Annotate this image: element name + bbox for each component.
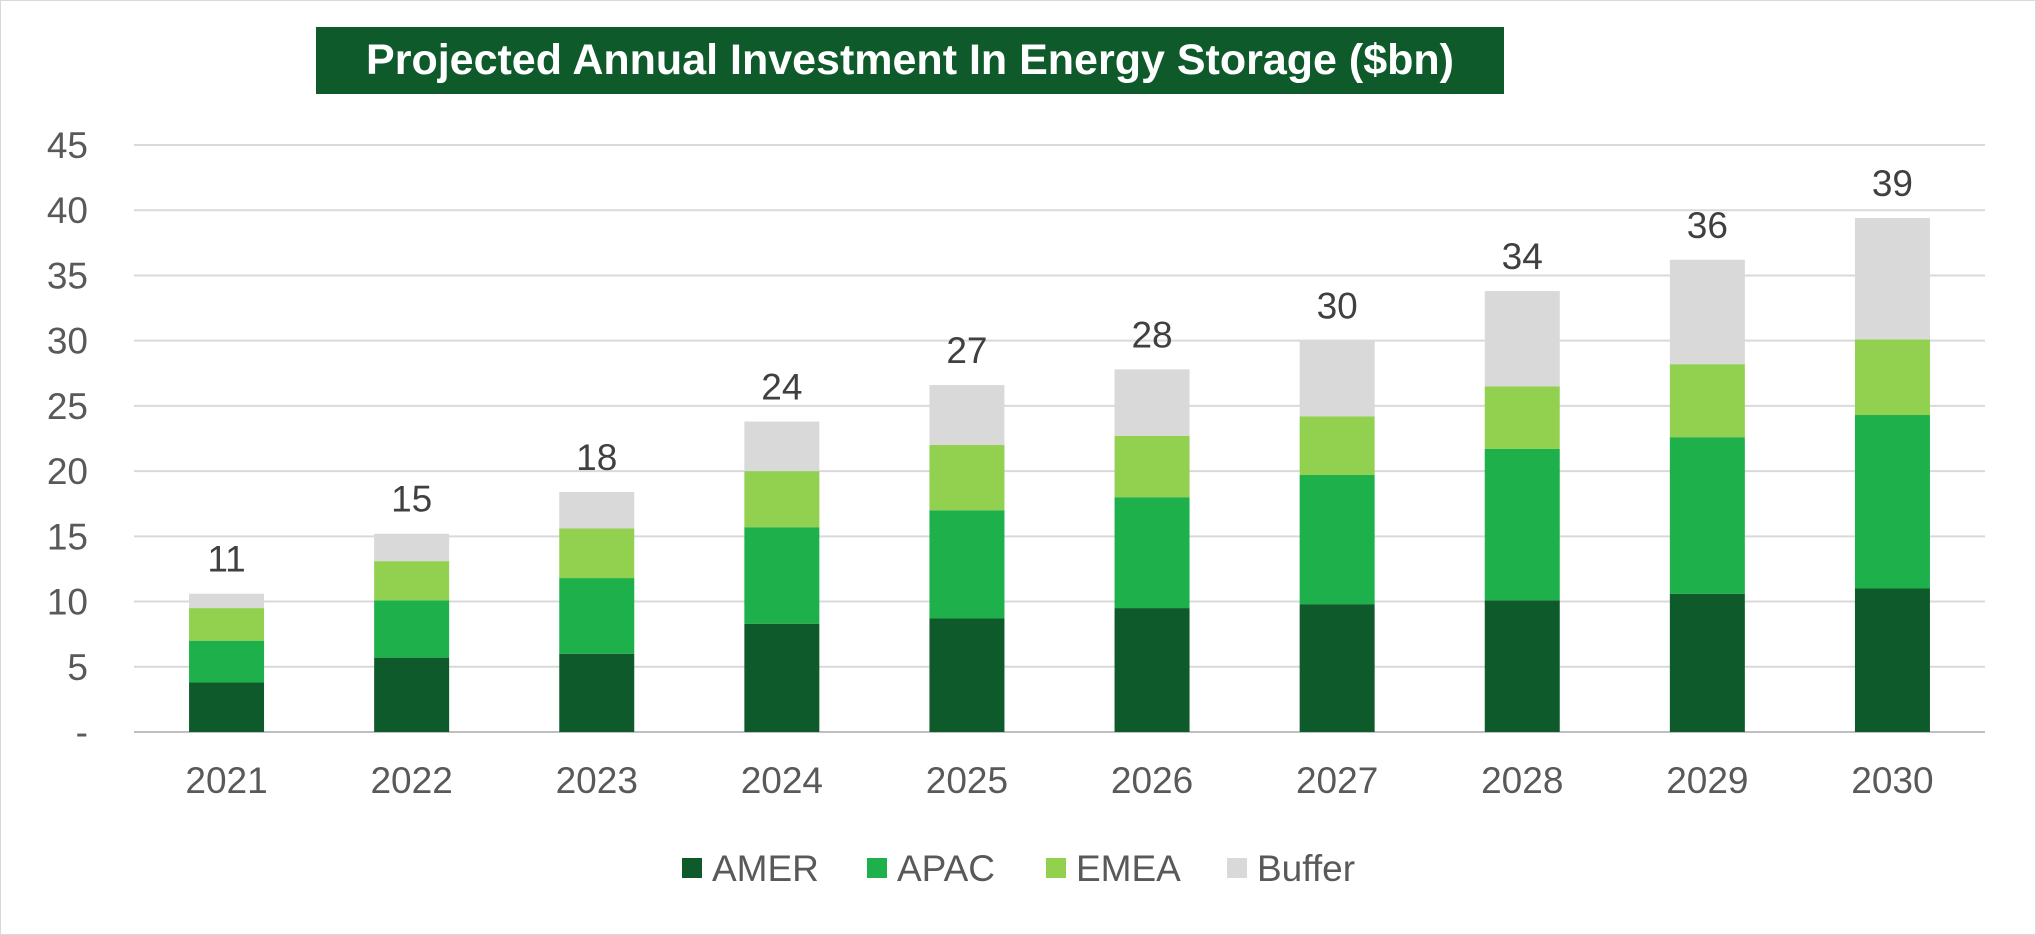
bar-emea-2027 xyxy=(1299,416,1375,476)
total-label: 30 xyxy=(1317,286,1358,327)
bar-emea-2030 xyxy=(1854,339,1930,416)
bar-stack-2026 xyxy=(1114,369,1190,732)
bar-buffer-2023 xyxy=(559,491,635,529)
x-tick-label: 2026 xyxy=(1111,760,1193,801)
y-tick-label: 20 xyxy=(47,451,88,492)
bar-apac-2028 xyxy=(1484,448,1560,601)
bar-buffer-2030 xyxy=(1854,218,1930,340)
total-label: 15 xyxy=(391,479,432,520)
x-tick-label: 2024 xyxy=(741,760,823,801)
bar-apac-2022 xyxy=(374,600,450,658)
bar-amer-2021 xyxy=(189,682,265,732)
y-axis-ticks: - 5 10 15 20 25 30 35 40 45 xyxy=(47,125,88,753)
bar-emea-2028 xyxy=(1484,386,1560,449)
legend-item-emea: EMEA xyxy=(1046,848,1181,889)
y-tick-label: 45 xyxy=(47,125,88,166)
bar-stack-2029 xyxy=(1669,259,1745,732)
y-tick-label: 40 xyxy=(47,190,88,231)
legend-label: AMER xyxy=(712,848,819,889)
bar-buffer-2029 xyxy=(1669,259,1745,365)
y-tick-label: 5 xyxy=(67,647,88,688)
x-tick-label: 2025 xyxy=(926,760,1008,801)
bar-apac-2029 xyxy=(1669,437,1745,594)
legend-label: APAC xyxy=(897,848,995,889)
bar-emea-2026 xyxy=(1114,435,1190,498)
total-label: 11 xyxy=(207,539,245,580)
bar-apac-2026 xyxy=(1114,497,1190,609)
bar-stack-2030 xyxy=(1854,218,1930,732)
total-label: 27 xyxy=(946,330,987,371)
legend-swatch xyxy=(867,858,887,878)
total-label: 24 xyxy=(761,367,802,408)
bar-buffer-2025 xyxy=(929,385,1005,446)
total-label: 34 xyxy=(1502,236,1543,277)
bar-buffer-2022 xyxy=(374,533,450,562)
total-labels: 11 15 18 24 27 28 30 34 36 39 xyxy=(207,163,1913,580)
bar-emea-2021 xyxy=(189,608,265,641)
total-label: 18 xyxy=(576,437,617,478)
x-tick-label: 2027 xyxy=(1296,760,1378,801)
x-tick-label: 2022 xyxy=(370,760,452,801)
bar-apac-2024 xyxy=(744,527,820,624)
y-tick-label: 15 xyxy=(47,516,88,557)
y-tick-label: 30 xyxy=(47,321,88,362)
bar-apac-2025 xyxy=(929,510,1005,619)
legend: AMER APAC EMEA Buffer xyxy=(682,848,1355,889)
bar-stack-2021 xyxy=(189,593,265,732)
bar-emea-2024 xyxy=(744,471,820,528)
bar-buffer-2027 xyxy=(1299,340,1375,417)
total-label: 28 xyxy=(1131,314,1172,355)
bar-amer-2025 xyxy=(929,618,1005,732)
bar-stack-2027 xyxy=(1299,340,1375,732)
y-tick-label: 10 xyxy=(47,582,88,623)
bar-stack-2022 xyxy=(374,533,450,732)
bar-apac-2021 xyxy=(189,640,265,683)
bar-emea-2023 xyxy=(559,528,635,579)
legend-item-buffer: Buffer xyxy=(1227,848,1355,889)
legend-swatch xyxy=(682,858,702,878)
legend-item-amer: AMER xyxy=(682,848,819,889)
x-axis-ticks: 2021 2022 2023 2024 2025 2026 2027 2028 2029 2030 xyxy=(185,760,1933,801)
bar-stack-2028 xyxy=(1484,291,1560,732)
bar-amer-2024 xyxy=(744,623,820,732)
bar-emea-2029 xyxy=(1669,364,1745,438)
total-label: 36 xyxy=(1687,205,1728,246)
legend-label: EMEA xyxy=(1076,848,1181,889)
legend-item-apac: APAC xyxy=(867,848,995,889)
legend-swatch xyxy=(1046,858,1066,878)
bar-stack-2025 xyxy=(929,385,1005,732)
bar-stacks xyxy=(189,218,1930,732)
bar-buffer-2021 xyxy=(189,593,265,609)
bar-amer-2029 xyxy=(1669,593,1745,732)
x-tick-label: 2030 xyxy=(1851,760,1933,801)
bar-amer-2023 xyxy=(559,653,635,732)
bar-stack-2023 xyxy=(559,491,635,732)
legend-label: Buffer xyxy=(1257,848,1355,889)
total-label: 39 xyxy=(1872,163,1913,204)
bar-amer-2030 xyxy=(1854,588,1930,732)
x-tick-label: 2023 xyxy=(556,760,638,801)
x-tick-label: 2028 xyxy=(1481,760,1563,801)
bar-buffer-2028 xyxy=(1484,291,1560,387)
y-tick-label: - xyxy=(76,712,88,753)
x-tick-label: 2021 xyxy=(185,760,267,801)
chart-title: Projected Annual Investment In Energy St… xyxy=(316,27,1504,94)
bar-buffer-2024 xyxy=(744,421,820,472)
bar-amer-2028 xyxy=(1484,600,1560,732)
bar-apac-2030 xyxy=(1854,415,1930,589)
bar-amer-2026 xyxy=(1114,608,1190,732)
bar-amer-2027 xyxy=(1299,604,1375,732)
bar-apac-2027 xyxy=(1299,475,1375,605)
legend-swatch xyxy=(1227,858,1247,878)
bar-amer-2022 xyxy=(374,657,450,732)
y-tick-label: 25 xyxy=(47,386,88,427)
bar-buffer-2026 xyxy=(1114,369,1190,436)
bar-emea-2022 xyxy=(374,561,450,601)
x-tick-label: 2029 xyxy=(1666,760,1748,801)
bar-stack-2024 xyxy=(744,421,820,732)
bar-apac-2023 xyxy=(559,578,635,654)
y-tick-label: 35 xyxy=(47,255,88,296)
bar-emea-2025 xyxy=(929,445,1005,511)
